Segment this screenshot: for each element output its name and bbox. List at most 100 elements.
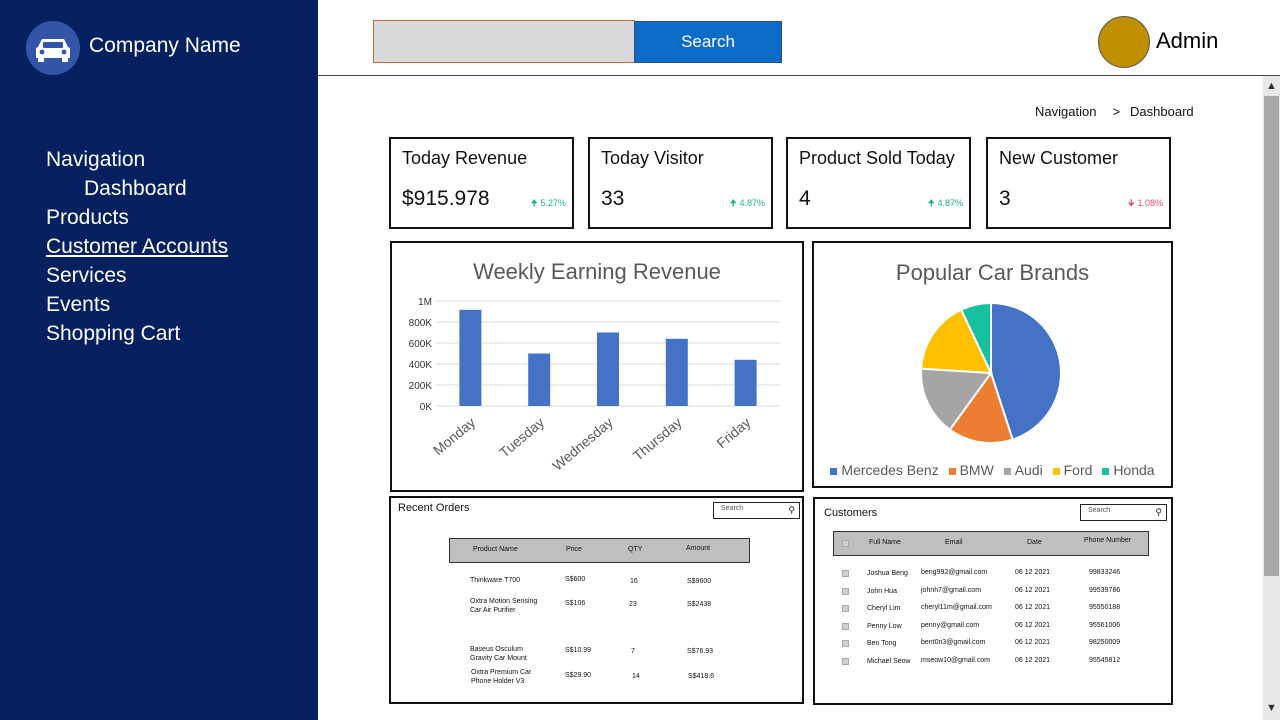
legend-label: Mercedes Benz <box>841 462 939 478</box>
y-tick-label: 600K <box>409 339 433 350</box>
user-name[interactable]: Admin <box>1156 28 1219 53</box>
stat-value: $915.978 <box>402 187 490 210</box>
product-name: Oxtra Motion Sensing Car Air Purifier <box>470 598 538 614</box>
date: 06 12 2021 <box>1015 569 1051 576</box>
row-checkbox[interactable] <box>842 640 849 647</box>
company-logo[interactable] <box>26 21 80 75</box>
email: beng992@gmail.com <box>921 569 988 576</box>
legend-label: Ford <box>1063 462 1093 478</box>
row-checkbox[interactable] <box>842 588 849 595</box>
stat-change-value: 4.87% <box>739 198 765 208</box>
x-tick-label: Tuesday <box>496 414 547 460</box>
avatar[interactable] <box>1098 16 1150 68</box>
orders-search-input[interactable]: Search ⚲ <box>713 502 800 519</box>
customers-search-input[interactable]: Search ⚲ <box>1080 504 1167 521</box>
company-name: Company Name <box>89 34 241 57</box>
stat-change: 🠉 5.27% <box>531 196 566 212</box>
pie-slice[interactable] <box>990 301 1062 441</box>
phone-number: 98250009 <box>1089 639 1121 646</box>
product-name: Thinkware T700 <box>470 577 521 584</box>
customers-panel: Customers Search ⚲ Full Name Email Date … <box>813 497 1173 705</box>
qty: 7 <box>631 648 635 655</box>
car-icon <box>36 39 70 62</box>
search-placeholder: Search <box>721 505 744 512</box>
date: 06 12 2021 <box>1015 587 1051 594</box>
search-input[interactable] <box>373 20 635 63</box>
nav-item-events[interactable]: Events <box>46 293 111 316</box>
column-header[interactable]: Email <box>945 539 963 546</box>
column-header[interactable]: QTY <box>628 546 643 553</box>
breadcrumb: Navigation > Dashboard <box>1035 104 1194 119</box>
scroll-down-icon[interactable]: ▼ <box>1266 702 1277 714</box>
amount: S$418.6 <box>688 673 715 680</box>
pie-slice[interactable] <box>920 308 993 375</box>
select-all-checkbox[interactable] <box>842 540 849 547</box>
email: penny@gmail.com <box>921 622 980 629</box>
full-name: Penny Low <box>867 623 902 630</box>
row-checkbox[interactable] <box>842 605 849 612</box>
legend-swatch <box>830 468 838 475</box>
nav-item-navigation[interactable]: Navigation <box>46 148 146 171</box>
column-header[interactable]: Date <box>1027 539 1042 546</box>
stat-value: 4 <box>799 187 811 210</box>
scroll-thumb[interactable] <box>1264 96 1279 576</box>
email: cheryl11m@gmail.com <box>921 604 992 611</box>
breadcrumb-navigation[interactable]: Navigation <box>1035 104 1097 119</box>
pie-slice[interactable] <box>920 367 993 432</box>
pie-slice[interactable] <box>948 370 1014 444</box>
y-tick-label: 200K <box>409 381 433 392</box>
amount: S$76.93 <box>687 648 714 655</box>
phone-number: 99833246 <box>1089 569 1121 576</box>
stat-card-product-sold: Product Sold Today 4 🠉 4.87% <box>786 137 971 229</box>
sidebar: Company Name Navigation Dashboard Produc… <box>0 0 318 720</box>
search-placeholder: Search <box>1088 507 1111 514</box>
y-tick-label: 800K <box>409 318 433 329</box>
column-header[interactable]: Amount <box>686 545 711 552</box>
legend-swatch <box>1102 468 1110 475</box>
vertical-scrollbar[interactable]: ▲ ▼ <box>1263 76 1280 720</box>
stat-value: 3 <box>999 187 1011 210</box>
phone-number: 99539786 <box>1089 587 1121 594</box>
y-tick-label: 400K <box>409 360 433 371</box>
bar[interactable] <box>597 332 619 407</box>
stat-value: 33 <box>601 187 625 210</box>
column-header[interactable]: Phone Number <box>1084 537 1132 544</box>
date: 06 12 2021 <box>1015 657 1051 664</box>
pie-slice[interactable] <box>959 301 992 374</box>
legend-item: Mercedes Benz <box>830 462 939 478</box>
orders-table-header: Product Name Price QTY Amount <box>449 538 750 563</box>
column-header[interactable]: Price <box>566 546 582 553</box>
legend-item: Ford <box>1052 462 1093 478</box>
column-header[interactable]: Product Name <box>473 546 518 553</box>
search-icon[interactable]: ⚲ <box>1155 507 1162 517</box>
nav-item-customer-accounts[interactable]: Customer Accounts <box>46 235 229 258</box>
x-tick-label: Thursday <box>630 414 685 464</box>
chart-title: Popular Car Brands <box>895 260 1090 285</box>
stat-change-value: 1.08% <box>1137 198 1163 208</box>
scroll-up-icon[interactable]: ▲ <box>1266 80 1277 92</box>
bar[interactable] <box>459 309 482 406</box>
stat-change: 🠉 4.87% <box>730 196 765 212</box>
nav-item-products[interactable]: Products <box>46 206 129 229</box>
stat-card-new-customer: New Customer 3 🠋 1.08% <box>986 137 1171 229</box>
nav-item-services[interactable]: Services <box>46 264 127 287</box>
nav-item-shopping-cart[interactable]: Shopping Cart <box>46 322 181 345</box>
nav-item-dashboard[interactable]: Dashboard <box>84 177 187 200</box>
bar[interactable] <box>665 338 688 406</box>
row-checkbox[interactable] <box>842 570 849 577</box>
x-tick-label: Monday <box>430 414 478 458</box>
column-header[interactable]: Full Name <box>869 539 901 546</box>
stat-change-value: 5.27% <box>540 198 566 208</box>
search-button[interactable]: Search <box>634 21 782 63</box>
recent-orders-title: Recent Orders <box>398 502 470 514</box>
bar[interactable] <box>734 359 757 406</box>
product-name: Oxtra Premium Car Phone Holder V3 <box>471 669 532 685</box>
recent-orders-panel: Recent Orders Search ⚲ Product Name Pric… <box>389 496 804 704</box>
row-checkbox[interactable] <box>842 658 849 665</box>
bar[interactable] <box>528 353 551 407</box>
full-name: Michael Seow <box>867 658 911 665</box>
legend-label: BMW <box>959 462 994 478</box>
stat-title: Product Sold Today <box>799 148 955 168</box>
row-checkbox[interactable] <box>842 623 849 630</box>
search-icon[interactable]: ⚲ <box>788 505 795 515</box>
